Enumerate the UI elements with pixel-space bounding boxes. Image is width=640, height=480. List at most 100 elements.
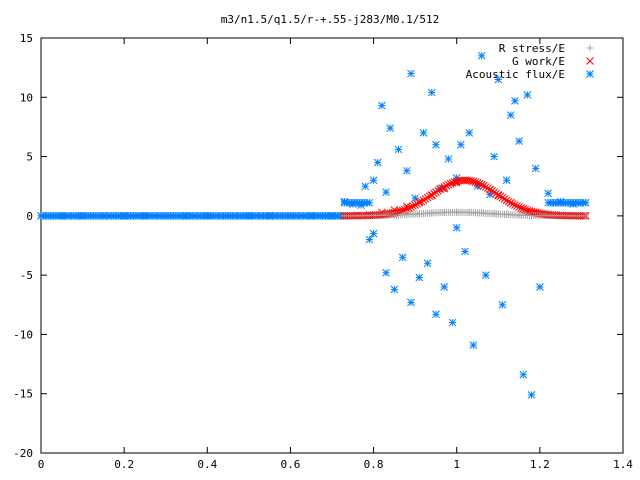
acoustic-flux-point: [365, 198, 374, 207]
g-work-point: [440, 183, 449, 191]
g-work-point: [486, 185, 494, 194]
g-work-point: [481, 183, 490, 191]
series-point: [506, 111, 515, 119]
g-work-point: [409, 202, 417, 210]
g-work-point: [415, 198, 424, 207]
series-point: [523, 91, 532, 99]
g-work-point: [506, 198, 515, 207]
y-tick-label: 5: [26, 151, 33, 164]
g-work-point: [411, 201, 419, 209]
g-work-point: [477, 180, 486, 189]
legend-label: G work/E: [512, 55, 565, 68]
series-point: [340, 197, 349, 206]
series-point: [402, 166, 411, 175]
series-point: [415, 273, 424, 282]
series-point: [527, 391, 536, 399]
series-point: [369, 176, 378, 185]
y-tick-label: -15: [13, 388, 33, 401]
y-tick-label: -20: [13, 447, 33, 460]
series-point: [99, 212, 108, 220]
g-work-point: [500, 195, 509, 203]
series-point: [469, 341, 478, 349]
g-work-point: [519, 204, 528, 213]
series-point: [382, 188, 390, 196]
g-work-point: [496, 192, 505, 201]
plot-frame: [40, 37, 624, 454]
series-point: [461, 247, 469, 256]
g-work-point: [419, 196, 428, 205]
series-point: [427, 88, 436, 97]
g-work-point: [513, 202, 521, 210]
legend-marker: [586, 57, 594, 65]
series-point: [423, 259, 432, 268]
series-point: [407, 298, 415, 307]
series-point: [224, 212, 232, 220]
series-point: [203, 212, 212, 220]
x-tick-label: 0.8: [364, 458, 384, 471]
g-work-point: [436, 185, 444, 194]
series-point: [481, 271, 490, 279]
series-point: [348, 200, 357, 208]
g-work-point: [498, 193, 507, 202]
series-point: [120, 212, 128, 220]
series-point: [182, 212, 191, 220]
series-point: [398, 253, 407, 262]
g-work-point: [421, 195, 430, 203]
y-tick-label: -5: [20, 269, 33, 282]
g-work-point: [515, 203, 523, 211]
g-work-point: [517, 204, 526, 212]
series-point: [544, 189, 553, 198]
series-point: [378, 101, 386, 110]
series-point: [519, 370, 528, 379]
g-work-point: [448, 178, 457, 187]
series-point: [369, 229, 378, 238]
series-point: [265, 212, 274, 220]
g-work-point: [405, 204, 413, 212]
x-tick-label: 1: [453, 458, 460, 471]
series-point: [556, 197, 565, 206]
series-point: [531, 164, 540, 173]
axes: 0 0.2 0.4 0.6 0.8 1 1.2 1.4 15 10 5 0 -5 -10 -15 -20: [13, 32, 633, 471]
x-tick-label: 0.2: [114, 458, 134, 471]
series-point: [161, 212, 170, 220]
g-work-point: [479, 181, 488, 190]
chart-title: m3/n1.5/q1.5/r-+.55-j283/M0.1/512: [221, 13, 440, 26]
series-point: [361, 182, 370, 191]
series-point: [432, 140, 440, 149]
g-work-point: [471, 178, 480, 186]
g-work-point: [484, 184, 492, 193]
series-point: [477, 51, 486, 60]
series-point: [373, 158, 382, 167]
series-point: [569, 200, 577, 208]
g-work-point: [442, 181, 451, 190]
series-point: [494, 75, 503, 84]
series-point: [386, 124, 395, 132]
series-point: [536, 283, 544, 291]
g-work-point: [413, 200, 422, 208]
g-work-point: [446, 179, 455, 188]
series-point: [307, 212, 316, 220]
series-point: [245, 212, 253, 220]
dense-curves: [340, 176, 590, 220]
g-work-point: [444, 180, 453, 189]
series-point: [141, 212, 149, 220]
series-point: [328, 212, 336, 220]
g-work-point: [488, 186, 496, 195]
series-point: [498, 300, 507, 309]
series-point: [490, 152, 498, 161]
series-point: [465, 129, 474, 137]
series-point: [286, 212, 295, 220]
series-point: [515, 137, 523, 146]
g-work-point: [508, 200, 517, 208]
g-work-point: [475, 179, 484, 188]
series-point: [432, 310, 440, 319]
series-point: [394, 145, 403, 154]
g-work-point: [407, 203, 415, 211]
series-point: [457, 140, 465, 149]
series-2: [37, 51, 590, 399]
series-point: [581, 198, 590, 207]
series-point: [452, 223, 461, 232]
legend-label: Acoustic flux/E: [466, 68, 565, 81]
